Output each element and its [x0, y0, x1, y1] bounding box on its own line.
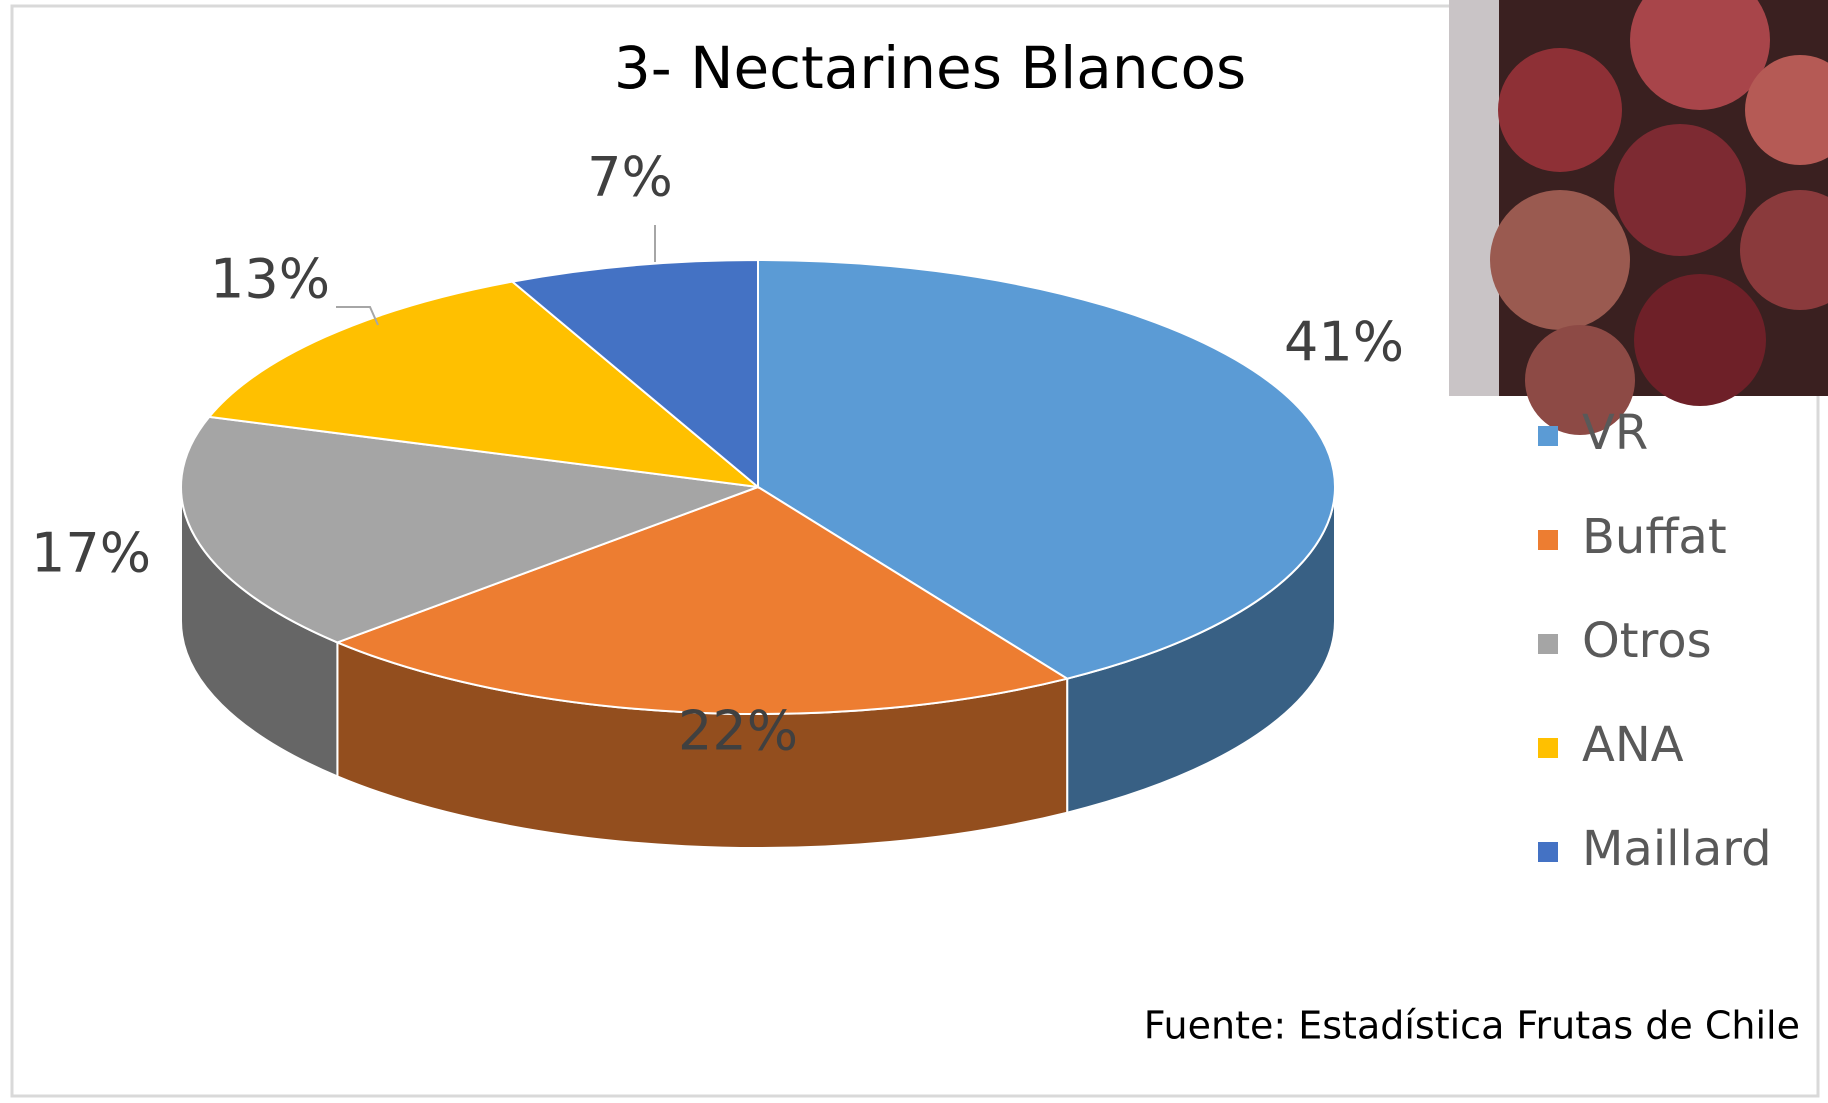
legend-label: VR — [1582, 405, 1648, 461]
legend-swatch — [1538, 842, 1558, 862]
legend-swatch — [1538, 738, 1558, 758]
data-label: 22% — [678, 700, 798, 763]
data-label: 17% — [31, 522, 151, 585]
legend-swatch — [1538, 634, 1558, 654]
source-note: Fuente: Estadística Frutas de Chile — [1144, 1004, 1800, 1048]
chart-title: 3- Nectarines Blancos — [614, 34, 1246, 102]
legend-label: ANA — [1582, 717, 1684, 773]
data-label: 13% — [210, 248, 330, 311]
data-label: 41% — [1284, 311, 1404, 374]
photo — [1449, 0, 1828, 435]
legend-swatch — [1538, 530, 1558, 550]
chart: 3- Nectarines Blancos Fuente: Estadístic… — [0, 0, 1828, 1103]
legend-swatch — [1538, 426, 1558, 446]
legend-label: Buffat — [1582, 509, 1727, 565]
legend-label: Maillard — [1582, 821, 1772, 877]
legend-label: Otros — [1582, 613, 1712, 669]
data-label: 7% — [587, 146, 673, 209]
